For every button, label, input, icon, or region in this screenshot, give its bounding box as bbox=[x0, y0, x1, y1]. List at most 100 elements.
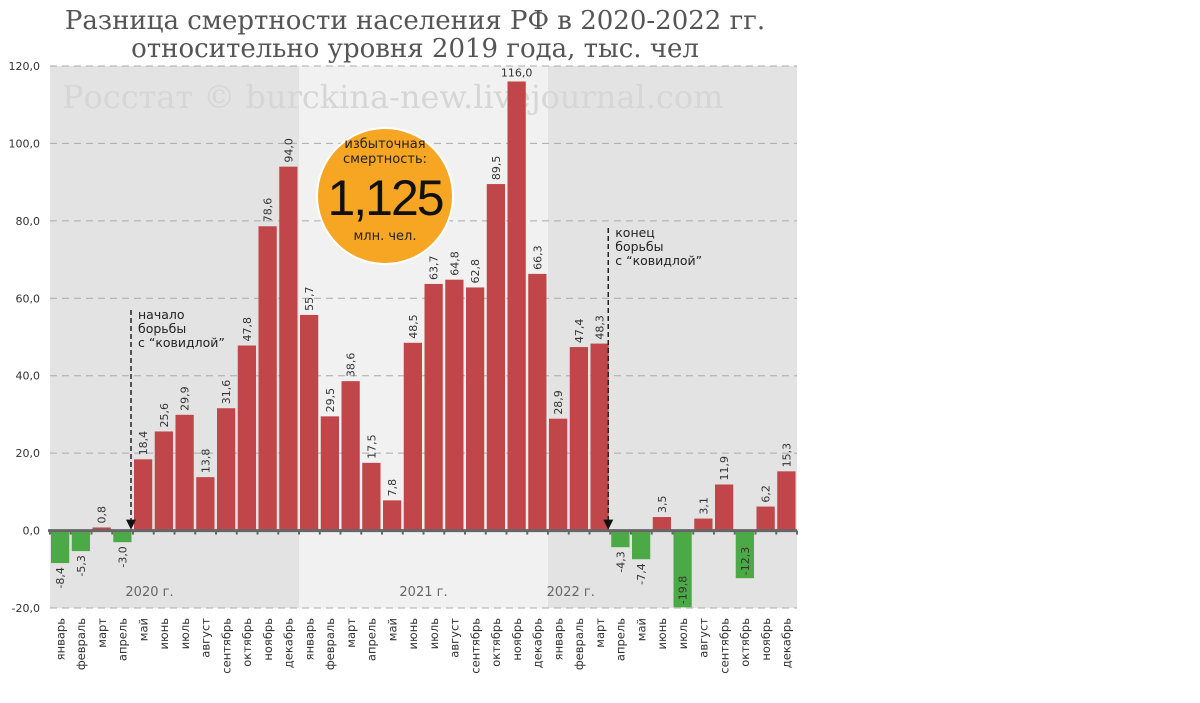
month-label: март bbox=[593, 618, 607, 648]
bar-value-label: 0,8 bbox=[96, 506, 109, 524]
bar-value-label: 78,6 bbox=[262, 198, 275, 223]
y-tick-label: 60,0 bbox=[16, 292, 41, 305]
bar-value-label: 62,8 bbox=[469, 259, 482, 284]
bar bbox=[320, 416, 339, 531]
month-label: февраль bbox=[323, 618, 337, 670]
bar-value-label: 15,3 bbox=[780, 443, 793, 468]
month-label: апрель bbox=[614, 618, 628, 661]
bar-value-label: -8,4 bbox=[54, 567, 67, 588]
bar-value-label: 63,7 bbox=[428, 255, 441, 280]
bar-value-label: 28,9 bbox=[552, 390, 565, 415]
bar bbox=[756, 506, 775, 531]
month-label: октябрь bbox=[738, 618, 752, 667]
bar-value-label: 64,8 bbox=[448, 251, 461, 276]
year-label: 2022 г. bbox=[547, 585, 595, 600]
month-label: март bbox=[344, 618, 358, 648]
bar-value-label: 25,6 bbox=[158, 403, 171, 428]
chart-title-line1: Разница смертности населения РФ в 2020-2… bbox=[65, 6, 765, 36]
bar-value-label: -19,8 bbox=[677, 576, 690, 604]
month-label: февраль bbox=[572, 618, 586, 670]
month-label: ноябрь bbox=[261, 618, 275, 661]
bar bbox=[569, 347, 588, 531]
bar-value-label: 55,7 bbox=[303, 286, 316, 311]
arrow-down-icon bbox=[126, 519, 136, 530]
bar bbox=[51, 530, 70, 564]
bar bbox=[341, 381, 360, 531]
bar-value-label: 94,0 bbox=[282, 138, 295, 163]
bar-value-label: 7,8 bbox=[386, 479, 399, 497]
bar-value-label: -7,4 bbox=[635, 563, 648, 584]
bar-value-label: 48,5 bbox=[407, 314, 420, 339]
bar bbox=[777, 471, 796, 531]
bar-value-label: 47,8 bbox=[241, 317, 254, 342]
bar-value-label: 18,4 bbox=[137, 431, 150, 456]
bar-value-label: 29,5 bbox=[324, 388, 337, 413]
bar bbox=[71, 530, 90, 552]
month-label: апрель bbox=[116, 618, 130, 661]
month-label: октябрь bbox=[489, 618, 503, 667]
bar bbox=[154, 431, 173, 531]
bar-value-label: 3,1 bbox=[697, 497, 710, 515]
bar bbox=[113, 530, 132, 543]
year-band bbox=[548, 66, 797, 608]
arrow-down-icon bbox=[603, 519, 614, 530]
bar bbox=[590, 343, 609, 531]
bar bbox=[466, 287, 485, 531]
month-label: ноябрь bbox=[510, 618, 524, 661]
bar bbox=[383, 500, 402, 531]
annotation-text: борьбы bbox=[615, 239, 663, 254]
month-label: апрель bbox=[365, 618, 379, 661]
bar bbox=[632, 530, 651, 560]
month-label: май bbox=[136, 618, 150, 641]
month-label: май bbox=[385, 618, 399, 641]
y-tick-label: -20,0 bbox=[12, 602, 40, 615]
month-label: август bbox=[448, 618, 462, 658]
bar-value-label: 116,0 bbox=[501, 66, 533, 79]
bar-value-label: 31,6 bbox=[220, 380, 233, 405]
annotation-text: с “ковидлой” bbox=[138, 335, 225, 350]
y-tick-label: 40,0 bbox=[16, 370, 41, 383]
bar bbox=[735, 530, 754, 579]
bar bbox=[175, 414, 194, 531]
month-label: март bbox=[95, 618, 109, 648]
bar-value-label: 17,5 bbox=[365, 434, 378, 459]
bar-value-label: 66,3 bbox=[531, 245, 544, 270]
bar-value-label: 29,9 bbox=[179, 386, 192, 411]
month-label: июль bbox=[676, 618, 690, 650]
bar-value-label: -4,3 bbox=[614, 551, 627, 572]
month-label: февраль bbox=[74, 618, 88, 670]
bar bbox=[445, 279, 464, 531]
y-tick-label: 80,0 bbox=[16, 215, 41, 228]
watermark: Росстат © burckina-new.livejournal.com bbox=[62, 78, 723, 116]
bar bbox=[507, 81, 526, 531]
month-label: сентябрь bbox=[468, 618, 482, 674]
bar-value-label: 6,2 bbox=[760, 485, 773, 503]
bar bbox=[528, 273, 547, 531]
month-label: август bbox=[697, 618, 711, 658]
badge-line2: смертность: bbox=[343, 152, 427, 167]
month-label: май bbox=[634, 618, 648, 641]
bar-value-label: -5,3 bbox=[75, 555, 88, 576]
year-label: 2021 г. bbox=[399, 585, 447, 600]
month-label: июль bbox=[427, 618, 441, 650]
bar-value-label: -12,3 bbox=[739, 547, 752, 575]
month-label: ноябрь bbox=[759, 618, 773, 661]
badge-line1: избыточная bbox=[344, 137, 425, 152]
bar bbox=[196, 477, 215, 531]
excess-mortality-badge: избыточная смертность: 1,125 млн. чел. bbox=[316, 127, 454, 265]
annotation-text: конец bbox=[615, 225, 655, 240]
bar-value-label: 48,3 bbox=[594, 315, 607, 340]
bar bbox=[611, 530, 630, 548]
badge-value: 1,125 bbox=[327, 170, 442, 226]
y-tick-label: 20,0 bbox=[16, 447, 41, 460]
bar-value-label: 38,6 bbox=[345, 353, 358, 378]
bar bbox=[549, 418, 568, 531]
bar bbox=[715, 484, 734, 531]
bar bbox=[237, 345, 256, 531]
year-band bbox=[50, 66, 299, 608]
bar bbox=[694, 518, 713, 531]
month-label: июнь bbox=[655, 618, 669, 650]
bar bbox=[279, 166, 298, 531]
bar-value-label: 13,8 bbox=[199, 449, 212, 474]
month-label: январь bbox=[302, 618, 316, 661]
